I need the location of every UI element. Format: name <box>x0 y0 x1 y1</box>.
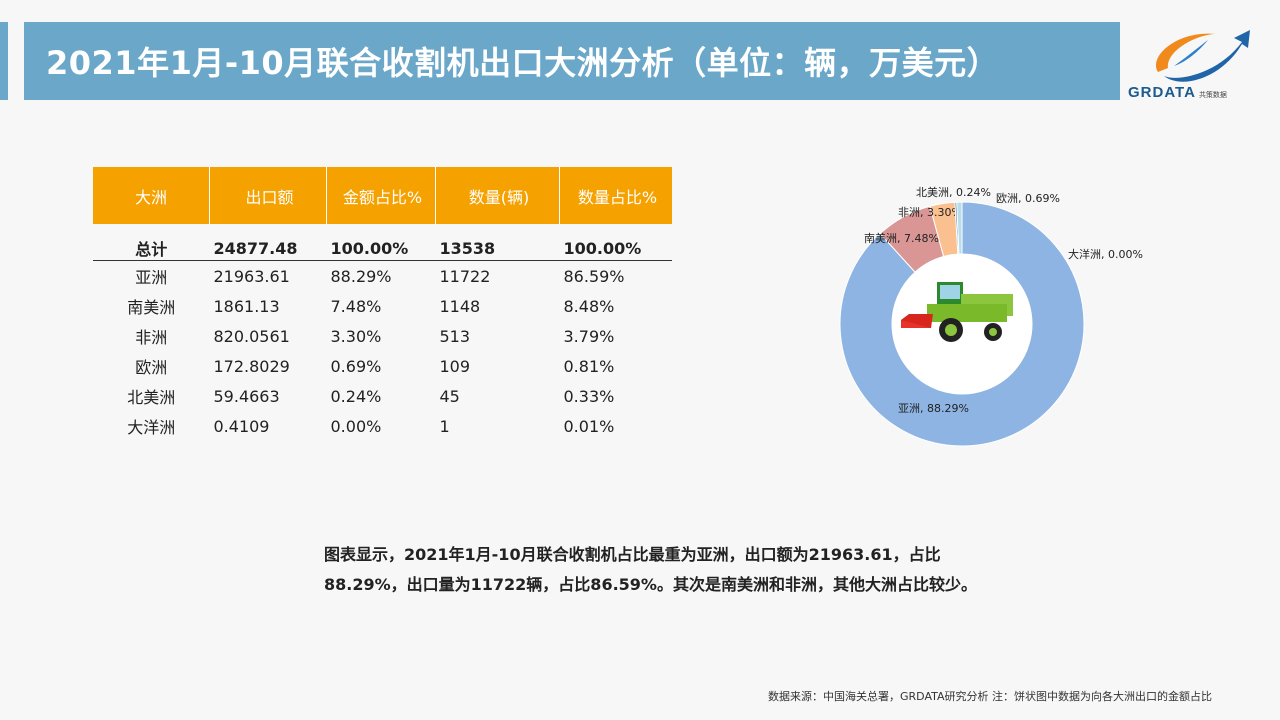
total-label: 总计 <box>93 236 210 261</box>
chart-description: 图表显示，2021年1月-10月联合收割机占比最重为亚洲，出口额为21963.6… <box>324 545 977 594</box>
table-cell: 0.00% <box>330 416 382 436</box>
data-source-note: 数据来源：中国海关总署，GRDATA研究分析 注：饼状图中数据为向各大洲出口的金… <box>768 690 1212 703</box>
table-cell: 109 <box>439 356 471 376</box>
total-value-share: 100.00% <box>326 236 436 261</box>
combine-harvester-icon <box>901 282 1013 342</box>
table-row: 非洲 820.0561 3.30% 513 3.79% <box>93 321 672 351</box>
table-row: 欧洲 172.8029 0.69% 109 0.81% <box>93 351 672 381</box>
pie-label-1: 南美洲, 7.48% <box>864 232 939 245</box>
table-cell: 0.81% <box>563 356 615 376</box>
table-cell: 45 <box>439 386 460 406</box>
total-quantity-share: 100.00% <box>559 236 672 261</box>
table-cell: 非洲 <box>135 328 168 347</box>
table-cell: 3.79% <box>563 326 615 346</box>
page-title: 2021年1月-10月联合收割机出口大洲分析（单位：辆，万美元） <box>24 22 1120 100</box>
table-cell: 820.0561 <box>213 326 290 346</box>
table-cell: 亚洲 <box>135 268 168 287</box>
pie-label-0: 亚洲, 88.29% <box>898 402 969 415</box>
pie-label-5: 大洋洲, 0.00% <box>1068 247 1143 261</box>
pie-label-4: 欧洲, 0.69% <box>996 192 1060 205</box>
pie-label-3: 北美洲, 0.24% <box>916 186 991 199</box>
table-cell: 3.30% <box>330 326 382 346</box>
table-cell: 1148 <box>439 296 481 316</box>
pie-label-2: 非洲, 3.30% <box>898 206 962 219</box>
table-cell: 86.59% <box>563 266 625 286</box>
logo-wordmark: GRDATA 共策数据 <box>1128 84 1227 101</box>
table-cell: 0.01% <box>563 416 615 436</box>
table-cell: 11722 <box>439 266 491 286</box>
table-cell: 21963.61 <box>213 266 290 286</box>
table-cell: 7.48% <box>330 296 382 316</box>
donut-chart: 大洋洲, 0.00% 亚洲, 88.29% 南美洲, 7.48% 非洲, 3.30% 北… <box>780 150 1180 470</box>
table-cell: 0.33% <box>563 386 615 406</box>
table-header-row: 大洲 出口额 金额占比% 数量(辆) 数量占比% <box>93 167 672 224</box>
table-cell: 88.29% <box>330 266 392 286</box>
table-cell: 1861.13 <box>213 296 280 316</box>
table-row: 大洋洲 0.4109 0.00% 1 0.01% <box>93 411 672 441</box>
donut-chart-svg: 大洋洲, 0.00% 亚洲, 88.29% 南美洲, 7.48% 非洲, 3.30% 北… <box>839 186 1143 447</box>
donut-hole <box>892 254 1032 394</box>
total-export-value: 24877.48 <box>209 236 327 261</box>
table-cell: 大洋洲 <box>127 418 176 437</box>
table-row: 北美洲 59.4663 0.24% 45 0.33% <box>93 381 672 411</box>
logo-text: GRDATA <box>1128 84 1196 101</box>
header-continent: 大洲 <box>93 167 210 224</box>
table-cell: 南美洲 <box>127 298 176 317</box>
table-cell: 0.4109 <box>213 416 270 436</box>
table-total-row: 总计 24877.48 100.00% 13538 100.00% <box>93 236 672 261</box>
grdata-logo-icon <box>1156 30 1250 82</box>
table-cell: 欧洲 <box>135 358 168 377</box>
table-cell: 172.8029 <box>213 356 290 376</box>
header-export-value: 出口额 <box>209 167 327 224</box>
title-accent-bar <box>0 22 8 100</box>
table-cell: 8.48% <box>563 296 615 316</box>
table-row: 亚洲 21963.61 88.29% 11722 86.59% <box>93 261 672 292</box>
table-cell: 0.24% <box>330 386 382 406</box>
table-row: 南美洲 1861.13 7.48% 1148 8.48% <box>93 291 672 321</box>
table-cell: 1 <box>439 416 450 436</box>
table-cell: 59.4663 <box>213 386 280 406</box>
table-cell: 北美洲 <box>127 388 176 407</box>
header-quantity: 数量(辆) <box>435 167 560 224</box>
table-cell: 0.69% <box>330 356 382 376</box>
continent-export-table: 大洲 出口额 金额占比% 数量(辆) 数量占比% 总计 24877.48 100… <box>93 167 672 441</box>
total-quantity: 13538 <box>435 236 560 261</box>
header-value-share: 金额占比% <box>326 167 436 224</box>
logo-subtext: 共策数据 <box>1198 92 1227 99</box>
header-quantity-share: 数量占比% <box>559 167 672 224</box>
table-cell: 513 <box>439 326 471 346</box>
